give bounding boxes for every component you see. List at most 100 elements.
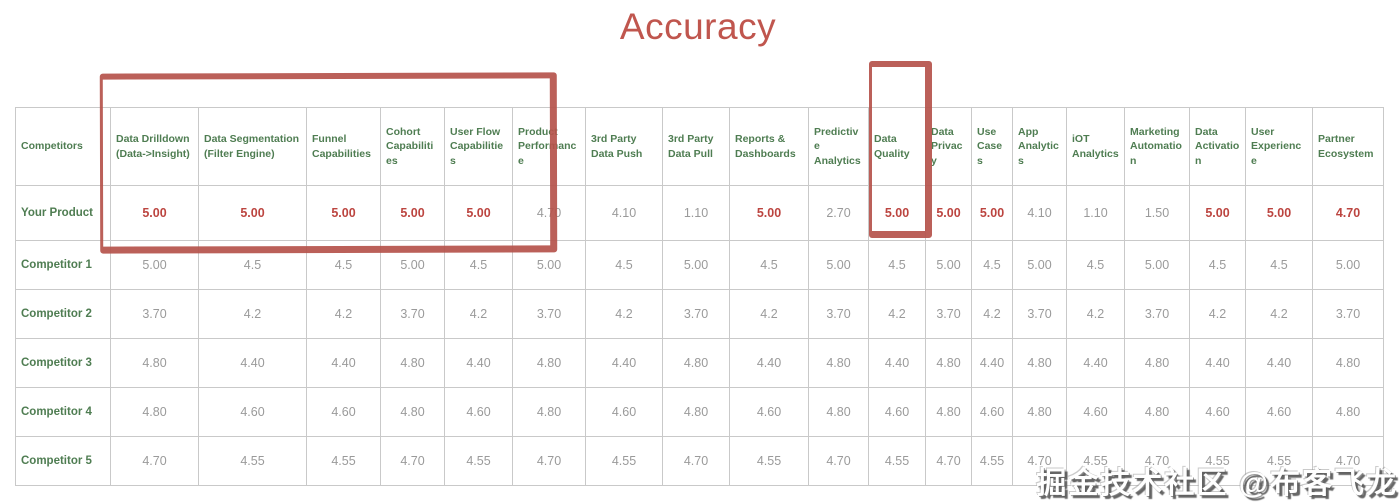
column-header: 3rd Party Data Pull <box>662 107 730 186</box>
score-cell: 4.60 <box>1066 387 1125 437</box>
score-cell: 4.55 <box>729 436 809 486</box>
score-cell: 4.55 <box>1189 436 1246 486</box>
column-header: Product Performance <box>512 107 586 186</box>
score-cell: 4.2 <box>444 289 513 339</box>
score-cell: 4.70 <box>808 436 869 486</box>
score-cell: 5.00 <box>1124 240 1190 290</box>
competitor-score-table: Competitors Data Drilldown (Data->Insigh… <box>15 107 1384 486</box>
score-cell: 4.70 <box>1312 436 1384 486</box>
score-cell: 4.55 <box>868 436 926 486</box>
score-cell: 4.40 <box>1245 338 1313 388</box>
score-cell: 3.70 <box>1124 289 1190 339</box>
score-cell: 4.70 <box>110 436 199 486</box>
score-cell: 5.00 <box>198 185 307 241</box>
header-row: Competitors Data Drilldown (Data->Insigh… <box>15 107 1384 186</box>
score-cell: 4.70 <box>512 185 586 241</box>
score-cell: 4.55 <box>1066 436 1125 486</box>
score-cell: 4.80 <box>380 387 445 437</box>
score-cell: 3.70 <box>512 289 586 339</box>
score-cell: 4.2 <box>1189 289 1246 339</box>
score-cell: 4.60 <box>868 387 926 437</box>
score-cell: 3.70 <box>662 289 730 339</box>
score-cell: 3.70 <box>380 289 445 339</box>
score-cell: 4.5 <box>971 240 1013 290</box>
score-cell: 5.00 <box>868 185 926 241</box>
score-cell: 4.2 <box>729 289 809 339</box>
column-header: Data Segmentation (Filter Engine) <box>198 107 307 186</box>
score-cell: 4.5 <box>1189 240 1246 290</box>
row-label: Competitor 1 <box>15 240 111 290</box>
score-cell: 5.00 <box>729 185 809 241</box>
score-cell: 5.00 <box>662 240 730 290</box>
table-row: Competitor 2 3.70 4.2 4.2 3.70 4.2 3.70 4.2 3.70… <box>15 289 1384 339</box>
score-cell: 4.70 <box>380 436 445 486</box>
row-label: Competitor 2 <box>15 289 111 339</box>
column-header: Data Drilldown (Data->Insight) <box>110 107 199 186</box>
score-cell: 4.80 <box>380 338 445 388</box>
score-cell: 4.2 <box>971 289 1013 339</box>
score-cell: 4.80 <box>1012 338 1067 388</box>
column-header: iOT Analytics <box>1066 107 1125 186</box>
score-cell: 4.80 <box>1124 387 1190 437</box>
corner-header: Competitors <box>15 107 111 186</box>
score-cell: 1.10 <box>1066 185 1125 241</box>
score-cell: 1.10 <box>662 185 730 241</box>
column-header: Cohort Capabilities <box>380 107 445 186</box>
column-header: Data Privacy <box>925 107 972 186</box>
row-label: Competitor 3 <box>15 338 111 388</box>
score-cell: 3.70 <box>925 289 972 339</box>
column-header: User Flow Capabilities <box>444 107 513 186</box>
score-cell: 4.55 <box>971 436 1013 486</box>
score-cell: 4.80 <box>808 387 869 437</box>
page-title: Accuracy <box>619 6 777 47</box>
score-cell: 4.55 <box>306 436 381 486</box>
score-cell: 5.00 <box>380 185 445 241</box>
score-cell: 4.80 <box>662 387 730 437</box>
score-cell: 5.00 <box>971 185 1013 241</box>
score-cell: 5.00 <box>1312 240 1384 290</box>
score-cell: 3.70 <box>110 289 199 339</box>
score-cell: 4.10 <box>1012 185 1067 241</box>
score-cell: 5.00 <box>110 185 199 241</box>
score-cell: 4.70 <box>925 436 972 486</box>
score-cell: 4.60 <box>444 387 513 437</box>
column-header: User Experience <box>1245 107 1313 186</box>
score-cell: 4.80 <box>1312 387 1384 437</box>
score-cell: 4.40 <box>585 338 663 388</box>
score-cell: 4.80 <box>662 338 730 388</box>
score-cell: 4.40 <box>1066 338 1125 388</box>
score-cell: 4.40 <box>1189 338 1246 388</box>
score-cell: 4.5 <box>1245 240 1313 290</box>
score-cell: 4.80 <box>110 338 199 388</box>
column-header: Use Cases <box>971 107 1013 186</box>
table-row: Competitor 4 4.80 4.60 4.60 4.80 4.60 4.80 4.60… <box>15 387 1384 437</box>
score-cell: 5.00 <box>380 240 445 290</box>
score-cell: 4.40 <box>444 338 513 388</box>
score-cell: 4.80 <box>110 387 199 437</box>
score-cell: 3.70 <box>1312 289 1384 339</box>
score-cell: 4.5 <box>868 240 926 290</box>
score-cell: 4.55 <box>444 436 513 486</box>
score-cell: 4.70 <box>512 436 586 486</box>
column-header: Data Activation <box>1189 107 1246 186</box>
score-cell: 5.00 <box>1245 185 1313 241</box>
score-cell: 5.00 <box>512 240 586 290</box>
score-cell: 4.40 <box>198 338 307 388</box>
row-label: Competitor 4 <box>15 387 111 437</box>
score-cell: 4.2 <box>198 289 307 339</box>
score-cell: 5.00 <box>306 185 381 241</box>
score-cell: 4.40 <box>971 338 1013 388</box>
row-label: Your Product <box>15 185 111 241</box>
score-cell: 4.2 <box>585 289 663 339</box>
column-header: App Analytics <box>1012 107 1067 186</box>
column-header: Funnel Capabilities <box>306 107 381 186</box>
score-cell: 4.80 <box>1012 387 1067 437</box>
score-cell: 4.70 <box>1012 436 1067 486</box>
score-cell: 3.70 <box>808 289 869 339</box>
score-cell: 4.80 <box>925 387 972 437</box>
score-cell: 4.55 <box>585 436 663 486</box>
score-cell: 4.5 <box>585 240 663 290</box>
score-cell: 4.10 <box>585 185 663 241</box>
column-header: 3rd Party Data Push <box>585 107 663 186</box>
score-cell: 4.70 <box>1124 436 1190 486</box>
